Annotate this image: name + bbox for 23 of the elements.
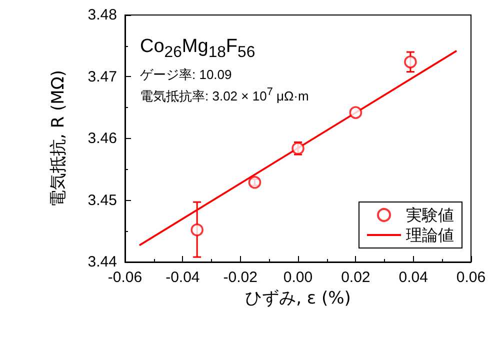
point [349, 106, 362, 119]
y-tick-label: 3.48 [88, 6, 117, 24]
legend-label: 実験値 [406, 206, 454, 224]
x-axis-title: ひずみ, ε (%) [245, 288, 351, 308]
point [404, 56, 417, 68]
y-tick-label: 3.46 [88, 130, 117, 147]
x-tick-label: -0.04 [166, 269, 200, 286]
annotation: 電気抵抗率: 3.02 × 10$^{7}$ μΩ·m [140, 86, 309, 106]
y-tick-label: 3.47 [88, 68, 117, 86]
x-tick-label: 0.06 [456, 269, 486, 286]
y-tick-label: 3.45 [88, 192, 117, 209]
x-tick-label: -0.06 [108, 269, 142, 286]
annotation: ゲージ率: 10.09 [140, 66, 232, 84]
y-tick-label: 3.44 [88, 254, 117, 270]
x-tick-label: 0.00 [283, 269, 313, 286]
point [248, 176, 262, 189]
annotation: Co$_{26}$Mg$_{18}$F$_{56}$ [140, 36, 256, 62]
x-tick-label: 0.02 [341, 269, 370, 286]
x-tick-label: 0.04 [398, 269, 428, 286]
y-axis-title: 電気抵抗, R (MΩ) [48, 70, 68, 207]
legend-label: 理論値 [406, 226, 454, 244]
x-tick-label: -0.02 [223, 269, 258, 286]
point [190, 223, 204, 236]
